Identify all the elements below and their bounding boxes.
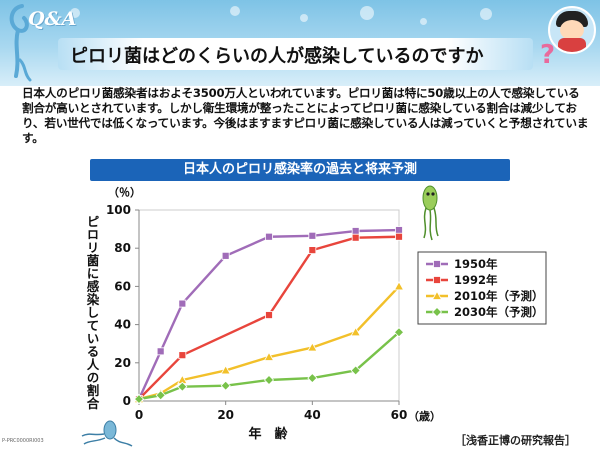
x-tick-label: 60 bbox=[391, 408, 408, 422]
series-line bbox=[138, 235, 400, 400]
series-line bbox=[138, 285, 400, 401]
data-point bbox=[431, 290, 443, 300]
legend-item: 2030年（予測） bbox=[426, 305, 544, 319]
data-point bbox=[307, 342, 318, 352]
data-point bbox=[263, 374, 275, 386]
y-unit-label: （％） bbox=[108, 186, 141, 199]
legend-label: 1992年 bbox=[454, 273, 498, 287]
y-tick-label: 60 bbox=[114, 279, 131, 293]
data-point bbox=[431, 306, 443, 318]
data-point bbox=[393, 281, 405, 291]
legend-label: 1950年 bbox=[454, 257, 498, 271]
data-point bbox=[433, 276, 441, 284]
series-line bbox=[137, 228, 400, 400]
data-point bbox=[395, 226, 403, 234]
data-point bbox=[351, 233, 360, 242]
x-tick-label: 0 bbox=[135, 408, 143, 422]
y-tick-label: 20 bbox=[114, 356, 131, 370]
x-unit-label: （歳） bbox=[408, 409, 441, 423]
data-point bbox=[263, 351, 275, 361]
y-axis-title: ピロリ菌に感染している人の割合 bbox=[85, 215, 100, 410]
data-point bbox=[177, 381, 188, 392]
footer-code: P-PRC0000RI003 bbox=[2, 438, 44, 444]
qa-logo: Q&A bbox=[28, 8, 77, 30]
series-3 bbox=[133, 327, 405, 405]
helicobacter-icon bbox=[422, 185, 439, 241]
legend-item: 1950年 bbox=[426, 257, 498, 271]
data-point bbox=[395, 232, 403, 241]
x-tick-label: 40 bbox=[304, 408, 321, 422]
chart-title: 日本人のピロリ感染率の過去と将来予測 bbox=[90, 159, 510, 181]
y-tick-label: 0 bbox=[123, 394, 131, 408]
x-axis-title: 年 齢 bbox=[248, 426, 288, 442]
legend-label: 2010年（予測） bbox=[454, 289, 544, 303]
data-point bbox=[308, 231, 317, 240]
helicobacter-small-icon bbox=[81, 420, 133, 447]
data-point bbox=[178, 351, 187, 360]
data-point bbox=[178, 299, 187, 308]
avatar bbox=[548, 6, 596, 54]
data-point bbox=[155, 390, 166, 401]
y-tick-label: 100 bbox=[106, 203, 131, 217]
data-point bbox=[350, 326, 361, 337]
data-point bbox=[220, 380, 231, 391]
legend-label: 2030年（予測） bbox=[454, 305, 544, 319]
legend-item: 1992年 bbox=[426, 273, 498, 287]
data-point bbox=[351, 227, 360, 235]
y-tick-label: 80 bbox=[114, 241, 131, 255]
data-point bbox=[433, 260, 441, 268]
title-bar bbox=[58, 38, 533, 70]
page-title: ピロリ菌はどのくらいの人が感染しているのですか bbox=[70, 46, 484, 67]
question-mark-icon: ? bbox=[540, 40, 556, 70]
source-note: ［浅香正博の研究報告］ bbox=[455, 434, 576, 447]
data-point bbox=[133, 394, 145, 405]
data-point bbox=[350, 365, 361, 376]
data-point bbox=[220, 365, 231, 375]
data-point bbox=[393, 327, 405, 338]
y-tick-label: 40 bbox=[114, 318, 131, 332]
intro-paragraph: 日本人のピロリ菌感染者はおよそ3500万人といわれています。ピロリ菌は特に50歳… bbox=[22, 86, 589, 145]
data-point bbox=[221, 251, 230, 260]
data-point bbox=[265, 232, 273, 241]
data-point bbox=[265, 311, 273, 319]
data-point bbox=[156, 347, 165, 356]
x-tick-label: 20 bbox=[217, 408, 234, 422]
legend-item: 2010年（予測） bbox=[426, 289, 544, 303]
data-point bbox=[307, 373, 318, 384]
data-point bbox=[308, 246, 317, 255]
header-mascot-icon bbox=[9, 4, 32, 82]
